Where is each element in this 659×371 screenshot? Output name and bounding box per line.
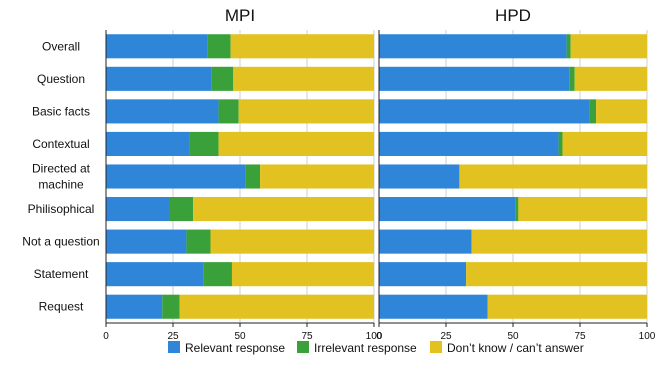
category-label: Overall <box>42 39 80 53</box>
bar-segment <box>574 66 647 91</box>
bar-segment <box>379 99 590 124</box>
bar-segment <box>218 99 239 124</box>
bar-segment <box>487 294 647 319</box>
bar-segment <box>106 164 246 189</box>
bar-segment <box>106 197 169 222</box>
bar-segment <box>193 197 374 222</box>
bar-segment <box>466 262 647 287</box>
x-tick-label: 100 <box>639 331 656 342</box>
category-label: Directed at machine <box>32 162 91 192</box>
bar-segment <box>589 99 597 124</box>
category-label: Question <box>37 72 85 86</box>
category-label: Request <box>39 300 84 314</box>
bar-segment <box>558 131 563 156</box>
bar-segment <box>570 34 647 59</box>
bar-segment <box>379 164 460 189</box>
bar-segment <box>562 131 647 156</box>
category-label: Basic facts <box>32 104 90 118</box>
bar-segment <box>203 262 232 287</box>
bar-segment <box>186 229 211 254</box>
bar-segment <box>379 262 467 287</box>
bar-segment <box>518 197 647 222</box>
x-tick-label: 50 <box>507 331 519 342</box>
bar-segment <box>379 294 488 319</box>
bar-segment <box>162 294 180 319</box>
bar-segment <box>207 34 231 59</box>
category-label: Contextual <box>32 137 89 151</box>
bar-segment <box>471 229 647 254</box>
bar-segment <box>379 66 570 91</box>
bar-segment <box>231 262 374 287</box>
bar-segment <box>379 34 567 59</box>
x-tick-label: 50 <box>234 331 246 342</box>
bar-segment <box>179 294 374 319</box>
bar-segment <box>106 99 219 124</box>
panel-title: HPD <box>495 6 531 25</box>
bar-segment <box>189 131 219 156</box>
x-tick-label: 0 <box>103 331 109 342</box>
bar-segment <box>106 34 208 59</box>
category-label: Statement <box>34 267 89 281</box>
bar-segment <box>168 197 194 222</box>
bar-segment <box>569 66 575 91</box>
bar-segment <box>596 99 647 124</box>
bar-segment <box>459 164 647 189</box>
bar-segment <box>106 229 187 254</box>
category-label: Not a question <box>22 235 99 249</box>
bar-segment <box>210 229 374 254</box>
bar-segment <box>230 34 374 59</box>
bar-segment <box>379 229 472 254</box>
legend-swatch <box>297 341 309 353</box>
category-label: Philisophical <box>28 202 95 216</box>
x-tick-label: 75 <box>574 331 586 342</box>
bar-segment <box>515 197 519 222</box>
bar-segment <box>106 262 204 287</box>
bar-segment <box>218 131 374 156</box>
bar-segment <box>379 131 559 156</box>
legend-label: Irrelevant response <box>314 341 417 355</box>
bar-segment <box>211 66 234 91</box>
bar-segment <box>106 131 190 156</box>
bar-segment <box>260 164 374 189</box>
x-tick-label: 100 <box>366 331 383 342</box>
bar-segment <box>245 164 261 189</box>
bar-segment <box>238 99 374 124</box>
legend-label: Relevant response <box>185 341 285 355</box>
bar-segment <box>233 66 374 91</box>
legend-swatch <box>168 341 180 353</box>
bar-segment <box>566 34 571 59</box>
x-tick-label: 25 <box>167 331 179 342</box>
bar-segment <box>106 66 212 91</box>
x-tick-label: 25 <box>440 331 452 342</box>
bar-segment <box>106 294 163 319</box>
bar-segment <box>379 197 516 222</box>
x-tick-label: 0 <box>376 331 382 342</box>
panel-title: MPI <box>225 6 255 25</box>
legend-label: Don’t know / can’t answer <box>447 341 584 355</box>
legend-swatch <box>430 341 442 353</box>
x-tick-label: 75 <box>301 331 313 342</box>
